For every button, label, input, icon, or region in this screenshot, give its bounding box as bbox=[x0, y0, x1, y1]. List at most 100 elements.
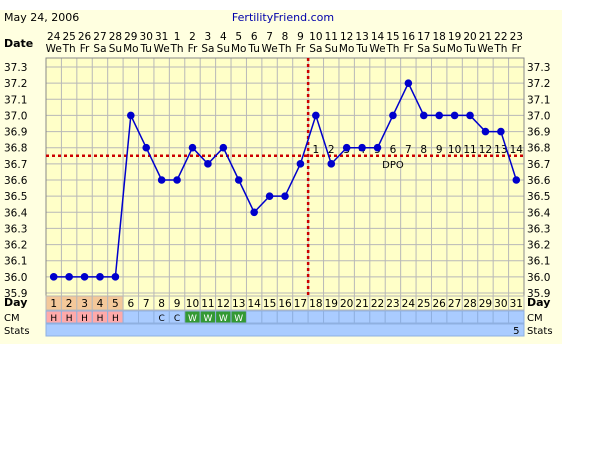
weekday-label: Tu bbox=[247, 43, 259, 55]
day-number: 3 bbox=[81, 298, 88, 310]
temperature-point bbox=[497, 127, 505, 136]
weekday-label: Mo bbox=[231, 43, 246, 55]
temperature-point bbox=[342, 143, 351, 152]
weekday-label: We bbox=[154, 43, 170, 55]
date-label: 30 bbox=[140, 31, 153, 43]
temperature-point bbox=[127, 111, 135, 120]
weekday-label: Su bbox=[325, 43, 338, 55]
weekday-label: Th bbox=[62, 43, 76, 55]
temperature-point bbox=[296, 160, 305, 168]
cm-value: W bbox=[188, 314, 197, 324]
y-tick-right: 37.2 bbox=[527, 78, 550, 90]
cm-cell bbox=[353, 310, 371, 324]
temperature-point bbox=[265, 192, 274, 200]
day-number: 13 bbox=[232, 298, 245, 310]
day-number: 15 bbox=[263, 298, 276, 310]
cm-value: W bbox=[219, 314, 228, 324]
y-tick-right: 36.4 bbox=[527, 207, 551, 219]
cm-cell bbox=[446, 310, 463, 324]
y-tick-right: 37.0 bbox=[527, 110, 550, 122]
day-number: 1 bbox=[50, 298, 57, 310]
y-tick-left: 36.9 bbox=[4, 127, 27, 139]
temperature-point bbox=[173, 176, 181, 184]
day-number: 7 bbox=[143, 298, 150, 310]
dpo-number: 12 bbox=[479, 144, 492, 156]
cm-cell bbox=[461, 310, 479, 324]
day-number: 23 bbox=[386, 298, 399, 310]
date-label: 4 bbox=[220, 31, 227, 43]
date-label: 28 bbox=[109, 31, 122, 43]
day-number: 18 bbox=[309, 298, 322, 310]
y-tick-left: 36.8 bbox=[4, 143, 27, 155]
cm-value: W bbox=[203, 314, 212, 324]
day-number: 11 bbox=[201, 298, 214, 310]
day-number: 30 bbox=[494, 298, 507, 310]
weekday-label: Sa bbox=[309, 43, 322, 55]
y-tick-left: 36.3 bbox=[4, 223, 27, 235]
weekday-label: Mo bbox=[447, 43, 462, 55]
y-tick-left: 37.2 bbox=[4, 78, 27, 90]
weekday-label: Th bbox=[170, 43, 184, 55]
y-tick-right: 36.1 bbox=[527, 256, 550, 268]
day-number: 9 bbox=[174, 298, 181, 310]
weekday-label: Fr bbox=[404, 43, 414, 55]
temperature-point bbox=[157, 176, 166, 184]
y-tick-right: 36.7 bbox=[527, 159, 550, 171]
weekday-label: Fr bbox=[511, 43, 521, 55]
cm-value: W bbox=[234, 314, 243, 324]
weekday-label: We bbox=[477, 43, 493, 55]
temperature-point bbox=[188, 143, 197, 152]
y-tick-left: 36.7 bbox=[4, 159, 27, 171]
y-tick-left: 37.3 bbox=[4, 62, 27, 74]
day-number: 21 bbox=[355, 298, 368, 310]
cm-value: H bbox=[50, 314, 57, 324]
y-tick-right: 37.1 bbox=[527, 94, 550, 106]
temperature-point bbox=[281, 192, 289, 200]
day-row-label-right: Day bbox=[527, 296, 550, 309]
dpo-number: 8 bbox=[420, 144, 427, 156]
weekday-label: We bbox=[369, 43, 385, 55]
y-tick-left: 37.1 bbox=[4, 94, 27, 106]
weekday-label: Su bbox=[217, 43, 230, 55]
date-label: 3 bbox=[205, 31, 212, 43]
day-number: 8 bbox=[158, 298, 165, 310]
cm-value: H bbox=[66, 314, 73, 324]
day-number: 24 bbox=[402, 298, 416, 310]
weekday-label: Su bbox=[433, 43, 446, 55]
weekday-label: Sa bbox=[93, 43, 106, 55]
cm-cell bbox=[508, 310, 525, 324]
day-number: 10 bbox=[186, 298, 199, 310]
temperature-point bbox=[466, 111, 474, 120]
date-label: 29 bbox=[124, 31, 137, 43]
y-tick-right: 36.8 bbox=[527, 143, 550, 155]
dpo-number: 1 bbox=[312, 144, 319, 156]
y-tick-left: 36.5 bbox=[4, 191, 27, 203]
temperature-point bbox=[96, 273, 104, 281]
weekday-label: Fr bbox=[188, 43, 198, 55]
temperature-point bbox=[373, 143, 382, 152]
date-label: 10 bbox=[309, 31, 322, 43]
day-number: 12 bbox=[217, 298, 230, 310]
weekday-label: Th bbox=[385, 43, 399, 55]
dpo-number: 7 bbox=[405, 144, 412, 156]
day-number: 26 bbox=[433, 298, 447, 310]
cm-cell bbox=[477, 310, 494, 324]
cm-cell bbox=[400, 310, 417, 324]
date-label: 20 bbox=[463, 31, 476, 43]
stats-row-label: Stats bbox=[4, 326, 30, 337]
cm-value: H bbox=[112, 314, 119, 324]
date-label: 1 bbox=[174, 31, 181, 43]
cm-value: H bbox=[81, 314, 88, 324]
dpo-number: 10 bbox=[448, 144, 461, 156]
day-cell bbox=[508, 295, 525, 311]
y-tick-right: 36.5 bbox=[527, 191, 550, 203]
cm-cell bbox=[276, 310, 294, 324]
temperature-point bbox=[450, 111, 459, 120]
day-number: 29 bbox=[479, 298, 492, 310]
header-site: FertilityFriend.com bbox=[232, 11, 334, 24]
day-row-label: Day bbox=[4, 296, 27, 309]
date-label: 31 bbox=[155, 31, 168, 43]
cm-cell bbox=[307, 310, 325, 324]
